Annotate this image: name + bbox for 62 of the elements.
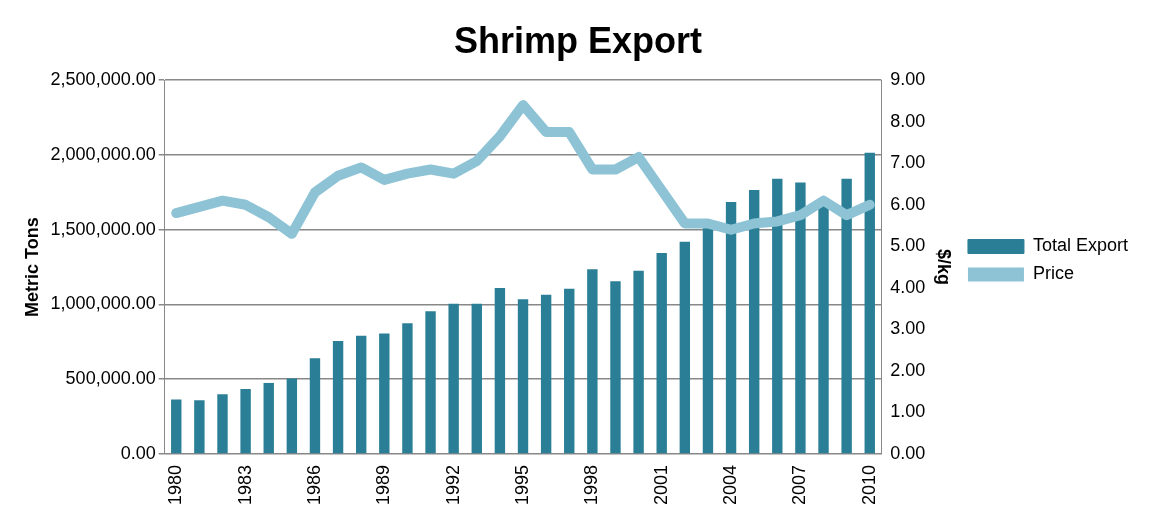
bar — [355, 335, 367, 454]
y2-axis-title: $/kg — [934, 249, 955, 286]
x-tick-label: 2001 — [650, 464, 671, 505]
bar — [379, 333, 390, 454]
bar — [194, 400, 205, 454]
bar — [540, 294, 552, 454]
y2-tick-label: 8.00 — [890, 110, 926, 131]
bar — [656, 252, 667, 454]
bar — [864, 152, 875, 454]
bar — [772, 178, 783, 454]
y-tick-label: 2,000,000.00 — [50, 143, 156, 164]
bar — [171, 399, 182, 454]
x-tick-label: 1989 — [373, 464, 394, 505]
y2-tick-label: 4.00 — [890, 276, 926, 297]
bar — [494, 288, 506, 454]
bar — [702, 225, 714, 454]
legend-label: Price — [1032, 263, 1074, 284]
bar — [610, 281, 621, 454]
bar — [402, 323, 413, 454]
bar — [332, 341, 344, 454]
y2-tick-label: 5.00 — [890, 235, 926, 256]
y2-tick-label: 7.00 — [890, 152, 926, 173]
x-tick-label: 2010 — [858, 464, 879, 505]
bar — [425, 311, 436, 454]
bar — [217, 394, 228, 454]
y2-tick-label: 9.00 — [890, 69, 926, 90]
x-tick-label: 1986 — [303, 464, 324, 505]
bar — [679, 241, 691, 454]
y2-tick-label: 0.00 — [890, 442, 926, 463]
x-tick-label: 1998 — [581, 464, 602, 505]
y-tick-label: 500,000.00 — [65, 368, 156, 389]
y2-tick-label: 2.00 — [890, 359, 926, 380]
bar — [286, 378, 298, 454]
bar — [748, 190, 760, 454]
bar — [725, 202, 737, 454]
y-tick-label: 0.00 — [120, 442, 156, 463]
bar — [517, 299, 529, 454]
y-axis-title: Metric Tons — [21, 217, 42, 317]
chart-title: Shrimp Export — [453, 19, 703, 61]
bar — [448, 303, 459, 454]
legend-label: Total Export — [1032, 235, 1128, 256]
y2-tick-label: 1.00 — [890, 401, 926, 422]
bar — [633, 270, 644, 454]
bar — [564, 288, 575, 454]
x-tick-label: 2004 — [720, 464, 741, 505]
x-tick-label: 1983 — [234, 464, 255, 505]
bar — [587, 269, 598, 454]
bar — [795, 182, 806, 454]
y-tick-label: 2,500,000.00 — [50, 69, 156, 90]
bar — [240, 388, 251, 454]
x-tick-label: 1980 — [165, 464, 186, 505]
x-tick-label: 1995 — [511, 464, 532, 505]
y2-tick-label: 3.00 — [890, 318, 926, 339]
bar — [841, 178, 852, 454]
x-tick-label: 1992 — [442, 464, 463, 505]
y-tick-label: 1,500,000.00 — [50, 218, 156, 239]
bar — [309, 358, 321, 454]
bar — [263, 382, 274, 454]
x-tick-label: 2007 — [789, 464, 810, 505]
y2-tick-label: 6.00 — [890, 193, 926, 214]
bar — [471, 303, 482, 454]
y-tick-label: 1,000,000.00 — [50, 293, 156, 314]
